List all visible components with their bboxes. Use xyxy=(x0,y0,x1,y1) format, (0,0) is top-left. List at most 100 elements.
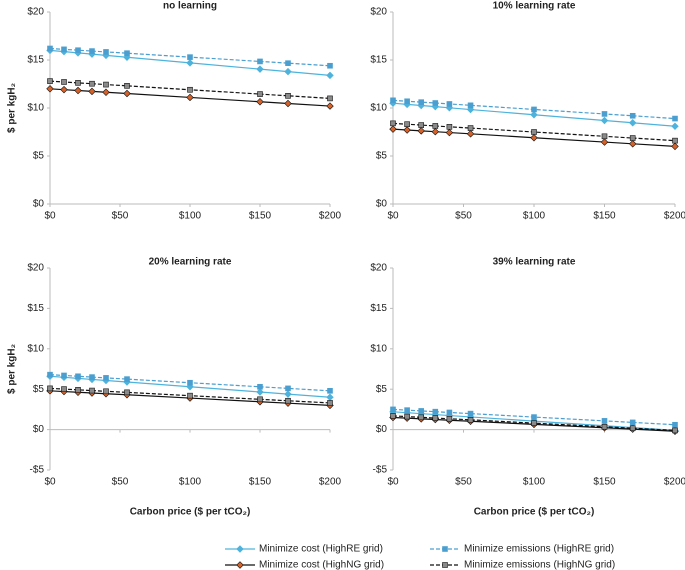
y-tick-label: $20 xyxy=(27,263,44,274)
point xyxy=(88,87,96,96)
series-line xyxy=(392,408,676,426)
point xyxy=(327,62,333,69)
point xyxy=(531,420,537,426)
y-tick-label: $10 xyxy=(27,103,44,114)
point xyxy=(404,121,410,128)
point xyxy=(75,80,81,86)
point xyxy=(404,98,410,105)
point xyxy=(672,421,678,428)
series-line xyxy=(49,47,331,67)
x-tick-label: $0 xyxy=(387,477,399,488)
y-tick-label: $20 xyxy=(370,7,387,18)
point xyxy=(601,111,608,117)
x-axis-label: Carbon price ($ per tCO₂) xyxy=(130,507,251,518)
x-tick-label: $100 xyxy=(523,211,546,222)
point xyxy=(75,387,81,393)
x-tick-label: $50 xyxy=(455,211,472,222)
point xyxy=(103,49,109,55)
subplot-title: 39% learning rate xyxy=(493,257,576,268)
point xyxy=(61,386,67,392)
point xyxy=(124,376,130,382)
point xyxy=(600,116,609,125)
point xyxy=(601,423,608,430)
series-line xyxy=(49,80,331,99)
point xyxy=(61,79,67,85)
point xyxy=(89,80,95,87)
point xyxy=(467,417,474,423)
point xyxy=(326,71,334,80)
point xyxy=(47,371,53,378)
x-tick-label: $100 xyxy=(179,211,202,222)
point xyxy=(629,425,636,432)
point xyxy=(403,126,411,134)
point xyxy=(671,142,679,151)
point xyxy=(418,408,425,414)
series-line xyxy=(49,88,331,107)
x-tick-label: $0 xyxy=(387,211,399,222)
point xyxy=(601,133,608,140)
point xyxy=(466,130,475,138)
point xyxy=(672,137,678,144)
series-line xyxy=(392,128,676,147)
point xyxy=(285,385,291,392)
series-line xyxy=(392,122,676,142)
point xyxy=(187,379,193,386)
point xyxy=(103,375,109,381)
point xyxy=(467,410,474,417)
legend-marker xyxy=(442,562,448,568)
y-tick-label: $0 xyxy=(376,199,388,210)
point xyxy=(256,98,264,106)
point xyxy=(601,418,608,424)
point xyxy=(187,54,193,60)
point xyxy=(390,413,396,419)
series-line xyxy=(392,411,676,432)
point xyxy=(285,397,291,404)
y-tick-label: $10 xyxy=(370,343,387,354)
x-tick-label: $100 xyxy=(523,477,546,488)
point xyxy=(187,86,193,93)
x-tick-label: $200 xyxy=(664,477,685,488)
point xyxy=(446,409,453,416)
point xyxy=(47,78,53,84)
series-line xyxy=(49,387,331,404)
x-tick-label: $50 xyxy=(112,211,129,222)
point xyxy=(256,388,264,396)
x-tick-label: $200 xyxy=(664,211,685,222)
x-tick-label: $150 xyxy=(593,477,616,488)
y-tick-label: $5 xyxy=(376,151,388,162)
subplot-title: 10% learning rate xyxy=(493,1,576,12)
point xyxy=(89,48,95,54)
x-tick-label: $150 xyxy=(593,211,616,222)
y-tick-label: $5 xyxy=(33,151,45,162)
point xyxy=(431,127,440,136)
x-tick-label: $0 xyxy=(44,477,56,488)
series-line xyxy=(49,49,331,76)
x-tick-label: $0 xyxy=(44,211,56,222)
series-line xyxy=(392,416,676,432)
y-tick-label: $10 xyxy=(27,343,44,354)
point xyxy=(186,59,194,67)
subplot-title: no learning xyxy=(163,1,217,12)
point xyxy=(390,406,396,413)
point xyxy=(257,91,263,97)
y-axis-label: $ per kgH₂ xyxy=(7,344,18,394)
point xyxy=(103,81,109,88)
point xyxy=(61,46,67,53)
point xyxy=(404,407,410,413)
series-line xyxy=(49,390,331,406)
point xyxy=(89,387,95,394)
y-tick-label: $0 xyxy=(33,199,45,210)
point xyxy=(531,129,537,135)
y-axis-label: $ per kgH₂ xyxy=(7,83,18,133)
point xyxy=(531,414,537,420)
x-tick-label: $200 xyxy=(319,211,342,222)
point xyxy=(285,60,291,66)
point xyxy=(446,124,453,130)
point xyxy=(257,383,263,390)
point xyxy=(326,393,334,402)
point xyxy=(187,392,193,399)
x-tick-label: $50 xyxy=(112,477,129,488)
y-tick-label: $15 xyxy=(27,55,44,66)
point xyxy=(256,65,264,73)
y-tick-label: $15 xyxy=(27,303,44,314)
